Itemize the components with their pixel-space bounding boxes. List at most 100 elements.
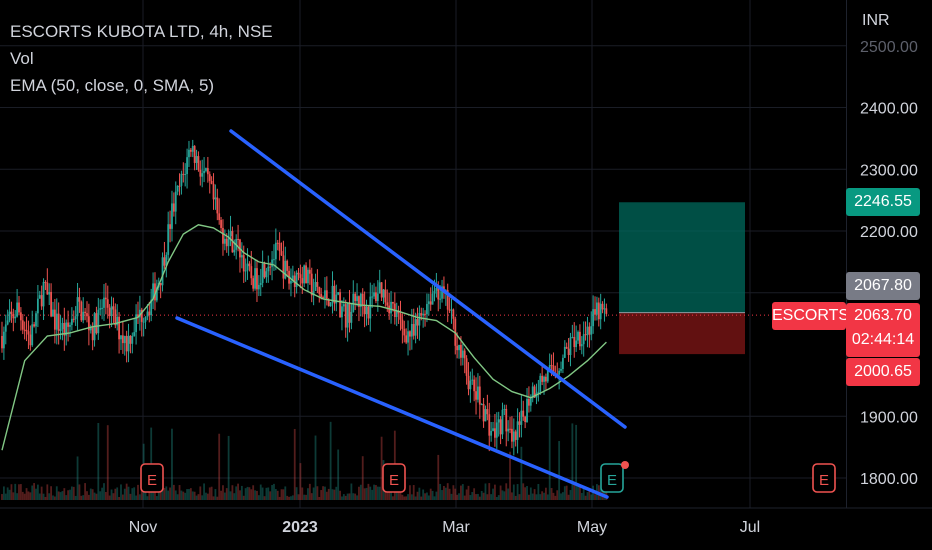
price-axis[interactable]: 2500.002400.002300.002200.002100.001900.… <box>860 39 918 488</box>
volume-bar <box>53 496 56 500</box>
candle-body <box>271 259 273 267</box>
volume-bar <box>169 487 171 500</box>
y-tick-label: 1800.00 <box>860 471 918 488</box>
candle-body <box>21 320 24 330</box>
volume-bar <box>74 495 77 500</box>
earnings-badge <box>812 463 836 493</box>
volume-bar <box>426 492 428 500</box>
volume-bar <box>69 489 71 500</box>
earnings-icon[interactable]: E <box>600 461 629 493</box>
volume-bar <box>390 492 392 500</box>
volume-bar <box>57 491 60 500</box>
candle-body <box>74 316 77 320</box>
volume-bar <box>431 490 434 500</box>
candle-body <box>123 335 126 344</box>
long-position-tool[interactable] <box>0 202 846 355</box>
candle-body <box>87 316 90 331</box>
candle-body <box>522 410 525 417</box>
volume-bar <box>427 495 430 500</box>
earnings-badge <box>382 463 406 493</box>
volume-bar <box>171 428 173 500</box>
volume-bar <box>567 494 570 500</box>
candle-body <box>110 306 113 317</box>
candle-body <box>201 173 204 177</box>
candle-body <box>42 281 45 307</box>
candle-body <box>142 321 145 323</box>
volume-bar <box>424 493 426 500</box>
volume-bar <box>174 490 177 500</box>
candle-body <box>290 280 292 284</box>
symbol-title[interactable]: ESCORTS KUBOTA LTD, 4h, NSE <box>10 22 273 41</box>
trendlines[interactable] <box>175 129 627 499</box>
earnings-icon[interactable]: E <box>140 463 164 493</box>
volume-bar <box>505 483 508 500</box>
bar-countdown: 02:44:14 <box>851 331 915 348</box>
candle-body <box>72 318 75 320</box>
candle-body <box>233 249 236 253</box>
candle-body <box>507 428 510 432</box>
candle-body <box>579 331 581 347</box>
candle-body <box>399 313 402 320</box>
candle-body <box>284 260 287 279</box>
candle-body <box>267 266 270 272</box>
candle-body <box>571 336 574 338</box>
earnings-icon[interactable]: E <box>382 463 406 493</box>
volume-bar <box>154 490 156 500</box>
candle-body <box>65 322 68 336</box>
volume-bar <box>157 488 160 500</box>
stop-zone <box>619 312 745 355</box>
volume-bar <box>350 483 353 500</box>
volume-bar <box>291 495 294 500</box>
volume-bar <box>422 489 425 500</box>
candle-body <box>477 386 479 400</box>
candle-body <box>297 272 300 275</box>
candle-body <box>335 294 338 304</box>
time-axis[interactable]: Nov 2023 Mar May Jul <box>0 507 932 536</box>
candle-body <box>327 299 330 307</box>
volume-bar <box>429 488 432 500</box>
candle-body <box>548 365 551 370</box>
volume-bar <box>86 491 88 500</box>
candle-body <box>390 301 392 314</box>
earnings-icon[interactable]: E <box>812 463 836 493</box>
volume-bar <box>44 496 47 500</box>
volume-bar <box>152 485 154 500</box>
volume-bar <box>118 496 120 500</box>
volume-bar <box>410 494 413 500</box>
volume-bar <box>205 492 207 500</box>
candle-body <box>605 308 608 314</box>
candle-body <box>325 290 328 300</box>
candle-body <box>14 316 17 319</box>
candle-body <box>286 260 289 271</box>
candle-body <box>482 404 485 422</box>
volume-bar <box>155 496 158 500</box>
volume-bar <box>274 489 277 500</box>
volume-bar <box>501 490 504 500</box>
volume-bar <box>531 493 534 500</box>
volume-bar <box>307 488 309 500</box>
volume-bar <box>212 496 215 500</box>
y-tick-label: 1900.00 <box>860 409 918 426</box>
volume-bar <box>480 490 483 500</box>
candle-body <box>426 303 428 315</box>
ema-indicator-label[interactable]: EMA (50, close, 0, SMA, 5) <box>10 76 215 95</box>
volume-bar <box>146 496 149 500</box>
candle-body <box>458 344 460 351</box>
volume-bar <box>110 489 113 500</box>
volume-bar <box>497 495 500 500</box>
candle-body <box>1 335 3 349</box>
volume-bar <box>418 487 421 500</box>
candle-body <box>101 307 103 309</box>
volume-bar <box>218 433 221 500</box>
candle-body <box>55 313 58 330</box>
candle-body <box>265 271 268 278</box>
currency-label[interactable]: INR <box>862 12 890 29</box>
volume-indicator-label[interactable]: Vol <box>10 49 34 68</box>
volume-bar <box>1 494 3 500</box>
candle-body <box>120 335 122 340</box>
axis-separator <box>846 0 847 508</box>
candle-body <box>599 303 602 320</box>
volume-bar <box>388 491 391 500</box>
